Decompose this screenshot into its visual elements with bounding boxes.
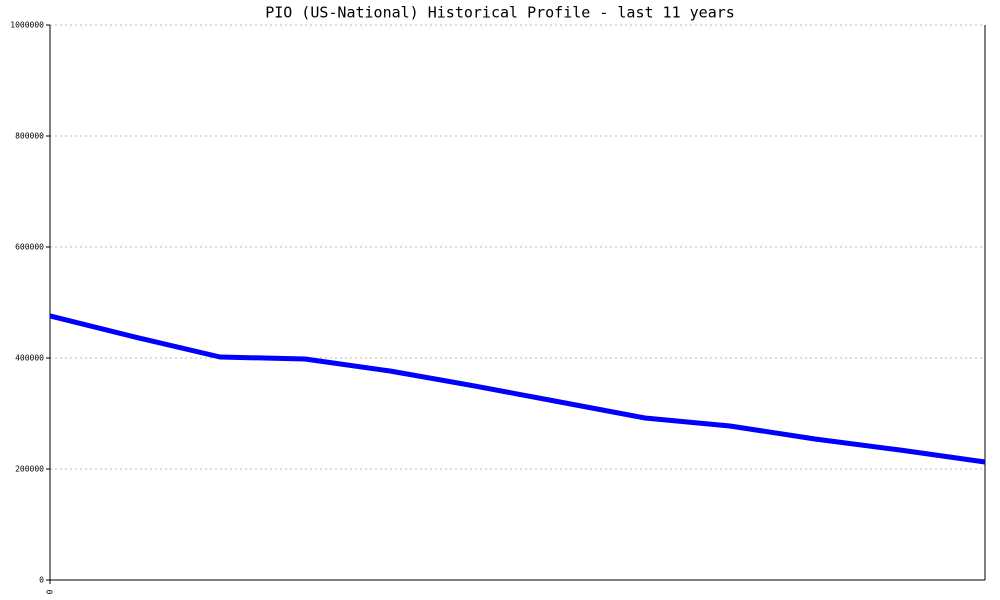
data-line	[49, 313, 986, 465]
y-tick-label: 600000	[15, 243, 44, 252]
y-tick-label: 0	[39, 576, 44, 585]
chart-title: PIO (US-National) Historical Profile - l…	[265, 4, 735, 22]
y-tick-label: 200000	[15, 465, 44, 474]
y-tick-label: 400000	[15, 354, 44, 363]
x-tick-label: 0	[46, 589, 55, 594]
y-tick-label: 1000000	[10, 21, 44, 30]
y-tick-label: 800000	[15, 132, 44, 141]
